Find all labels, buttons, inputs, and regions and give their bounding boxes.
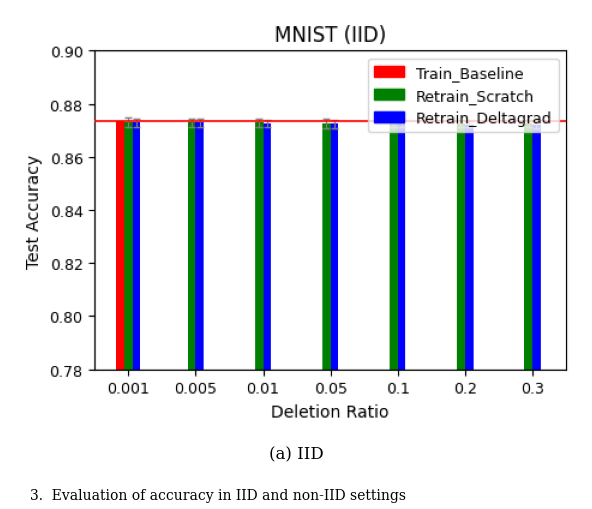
Text: (a) IID: (a) IID bbox=[269, 445, 323, 462]
Text: 3.  Evaluation of accuracy in IID and non-IID settings: 3. Evaluation of accuracy in IID and non… bbox=[30, 488, 406, 502]
